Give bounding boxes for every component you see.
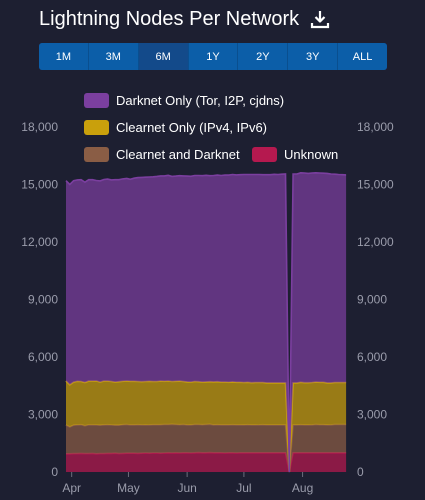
y-tick-label-left: 18,000 <box>21 120 58 134</box>
legend-item-clearnet[interactable]: Clearnet Only (IPv4, IPv6) <box>84 120 267 135</box>
series-area-unknown <box>66 452 347 472</box>
range-button-all[interactable]: ALL <box>338 43 387 70</box>
x-tick-label: Jun <box>177 481 196 495</box>
legend-swatch <box>84 147 109 162</box>
chart-legend: Darknet Only (Tor, I2P, cjdns) Clearnet … <box>0 88 425 168</box>
x-tick-label: Aug <box>292 481 313 495</box>
legend-label: Unknown <box>284 147 339 162</box>
y-tick-label-left: 0 <box>51 465 58 479</box>
y-tick-label-right: 9,000 <box>357 293 387 307</box>
series-area-clearnet <box>66 381 347 472</box>
y-tick-label-right: 12,000 <box>357 235 394 249</box>
x-tick-label: Jul <box>236 481 251 495</box>
range-button-2y[interactable]: 2Y <box>238 43 289 70</box>
series-area-darknet <box>66 172 347 473</box>
legend-item-darknet[interactable]: Darknet Only (Tor, I2P, cjdns) <box>84 93 284 108</box>
legend-swatch <box>252 147 277 162</box>
page-title: Lightning Nodes Per Network <box>39 7 300 30</box>
legend-item-unknown[interactable]: Unknown <box>252 147 338 162</box>
range-button-1y[interactable]: 1Y <box>188 43 239 70</box>
series-area-clearnet-and-darknet <box>66 424 347 472</box>
y-tick-label-left: 6,000 <box>28 350 58 364</box>
download-icon[interactable] <box>309 8 331 30</box>
y-tick-label-left: 12,000 <box>21 235 58 249</box>
legend-label: Clearnet Only (IPv4, IPv6) <box>116 120 267 135</box>
y-tick-label-right: 0 <box>357 465 364 479</box>
legend-swatch <box>84 120 109 135</box>
title-row: Lightning Nodes Per Network <box>39 6 331 32</box>
y-tick-label-right: 18,000 <box>357 120 394 134</box>
legend-item-clearnet-and-darknet[interactable]: Clearnet and Darknet <box>84 147 240 162</box>
legend-label: Darknet Only (Tor, I2P, cjdns) <box>116 93 285 108</box>
legend-swatch <box>84 93 109 108</box>
y-tick-label-left: 15,000 <box>21 178 58 192</box>
y-tick-label-right: 15,000 <box>357 178 394 192</box>
y-tick-label-right: 3,000 <box>357 408 387 422</box>
legend-label: Clearnet and Darknet <box>116 147 240 162</box>
time-range-selector: 1M 3M 6M 1Y 2Y 3Y ALL <box>39 43 387 70</box>
series-area-darknet-line <box>65 171 347 473</box>
x-tick-label: Apr <box>62 481 81 495</box>
y-tick-label-left: 9,000 <box>28 293 58 307</box>
range-button-6m[interactable]: 6M <box>138 43 189 70</box>
range-button-3m[interactable]: 3M <box>88 43 139 70</box>
x-tick-label: May <box>117 481 140 495</box>
range-button-1m[interactable]: 1M <box>39 43 89 70</box>
range-button-3y[interactable]: 3Y <box>288 43 339 70</box>
y-tick-label-right: 6,000 <box>357 350 387 364</box>
y-tick-label-left: 3,000 <box>28 408 58 422</box>
